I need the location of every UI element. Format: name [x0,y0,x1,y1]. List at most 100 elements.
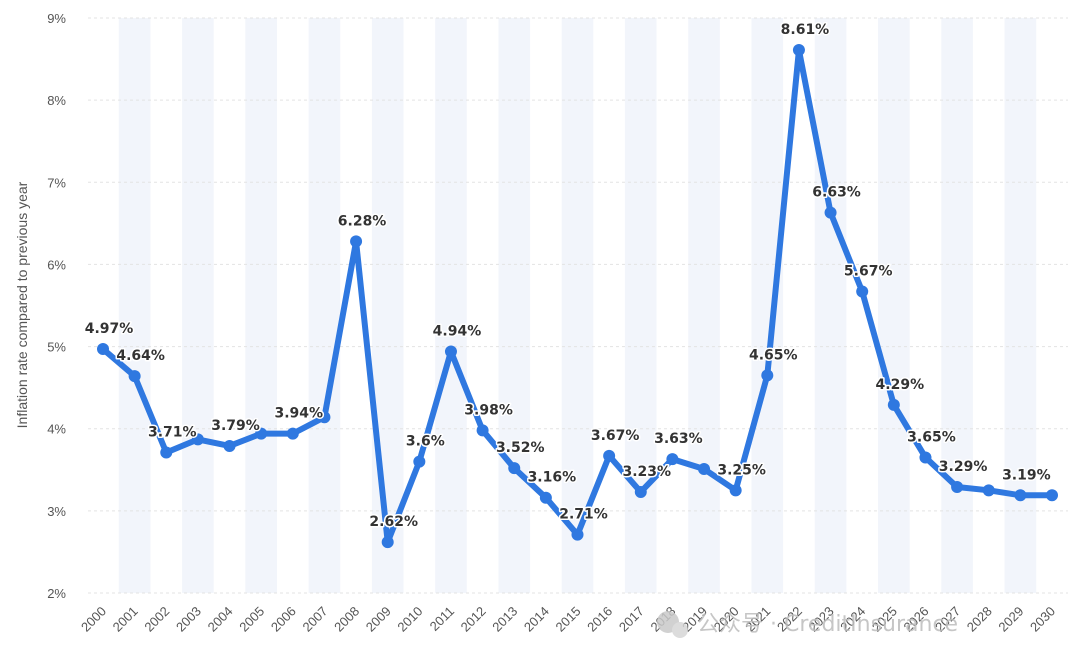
column-band [371,18,404,593]
y-tick-label: 9% [47,11,66,26]
data-label: 3.25% [717,462,766,478]
data-point[interactable] [666,453,679,466]
data-label: 3.16% [528,470,577,486]
y-axis-ticks: 2% 3% 4% 5% 6% 7% 8% 9% [47,11,66,601]
data-point[interactable] [413,455,426,468]
y-axis-label: Inflation rate compared to previous year [14,181,30,428]
x-tick-label: 2007 [299,604,330,635]
data-point[interactable] [508,462,521,475]
y-tick-label: 3% [47,504,66,519]
data-point[interactable] [792,44,805,57]
y-tick-label: 5% [47,340,66,355]
data-labels: 4.97% 4.64% 3.71% 3.79% 3.94% 6.28% 2.62% 3.6% 4… [83,21,1052,532]
data-point[interactable] [381,536,394,549]
data-points [97,44,1058,549]
column-band [498,18,531,593]
data-label: 6.28% [338,213,387,229]
data-point[interactable] [539,491,552,504]
data-point[interactable] [350,235,363,248]
data-point[interactable] [255,427,268,440]
data-label: 2.62% [369,514,418,530]
data-label: 4.94% [433,324,482,340]
data-point[interactable] [729,484,742,497]
data-label: 4.64% [116,348,165,364]
y-tick-label: 4% [47,422,66,437]
x-tick-label: 2003 [173,604,204,635]
data-label: 3.19% [1002,467,1051,483]
column-band [182,18,214,593]
x-tick-label: 2006 [268,604,299,635]
x-tick-label: 2009 [363,604,394,635]
column-band [751,18,784,593]
column-band [118,18,151,593]
column-band [1004,18,1037,593]
x-tick-label: 2029 [995,604,1026,635]
data-label: 4.65% [749,347,798,363]
y-tick-label: 8% [47,93,66,108]
data-point[interactable] [1014,489,1027,502]
data-point[interactable] [634,485,647,498]
x-tick-label: 2014 [521,604,552,635]
data-point[interactable] [160,446,173,459]
data-point[interactable] [476,424,489,437]
data-label: 3.23% [622,464,671,480]
data-point[interactable] [919,451,932,464]
x-tick-label: 2011 [427,604,457,634]
data-label: 3.71% [148,425,197,441]
data-label: 4.97% [85,321,134,337]
x-tick-label: 2015 [553,604,584,635]
column-band [814,18,847,593]
alternating-column-bands [118,18,1037,593]
x-tick-label: 2005 [236,604,267,635]
x-tick-label: 2004 [205,604,236,635]
data-point[interactable] [97,343,109,356]
data-label: 3.65% [907,429,956,445]
data-point[interactable] [223,439,236,452]
data-label: 3.6% [406,434,445,450]
y-tick-label: 6% [47,257,66,272]
data-point[interactable] [951,481,964,494]
data-label: 8.61% [781,22,830,38]
x-tick-label: 2016 [584,604,615,635]
column-band [941,18,973,593]
data-point[interactable] [286,427,299,440]
column-band [688,18,720,593]
data-point[interactable] [444,345,457,358]
data-label: 3.79% [211,418,260,434]
x-tick-label: 2013 [489,604,520,635]
data-point[interactable] [603,449,616,462]
data-point[interactable] [982,484,995,497]
data-point[interactable] [887,398,900,411]
x-tick-label: 2001 [110,604,141,635]
column-band [435,18,467,593]
data-label: 4.29% [876,377,925,393]
data-point[interactable] [191,433,204,446]
data-label: 2.71% [559,507,608,523]
x-tick-label: 2002 [141,604,172,635]
data-label: 3.94% [275,406,324,422]
column-band [878,18,910,593]
data-label: 3.29% [939,459,988,475]
x-tick-label: 2010 [394,604,425,635]
column-band [561,18,594,593]
wechat-icon-secondary [672,622,688,638]
data-label: 3.63% [654,431,703,447]
y-tick-label: 2% [47,586,66,601]
x-tick-label: 2000 [78,604,109,635]
data-point[interactable] [571,528,584,541]
data-point[interactable] [698,462,711,475]
data-point[interactable] [318,411,331,424]
watermark: 公众号 · CreditInsurance [657,611,958,638]
data-point[interactable] [128,370,141,383]
data-label: 3.52% [496,440,545,456]
column-band [624,18,657,593]
data-label: 3.98% [464,402,513,418]
data-point[interactable] [824,206,837,219]
x-tick-label: 2012 [458,604,489,635]
x-tick-label: 2028 [964,604,995,635]
data-point[interactable] [856,285,869,298]
data-point[interactable] [761,369,774,382]
data-point[interactable] [1046,489,1058,502]
watermark-text: 公众号 · CreditInsurance [697,612,958,637]
